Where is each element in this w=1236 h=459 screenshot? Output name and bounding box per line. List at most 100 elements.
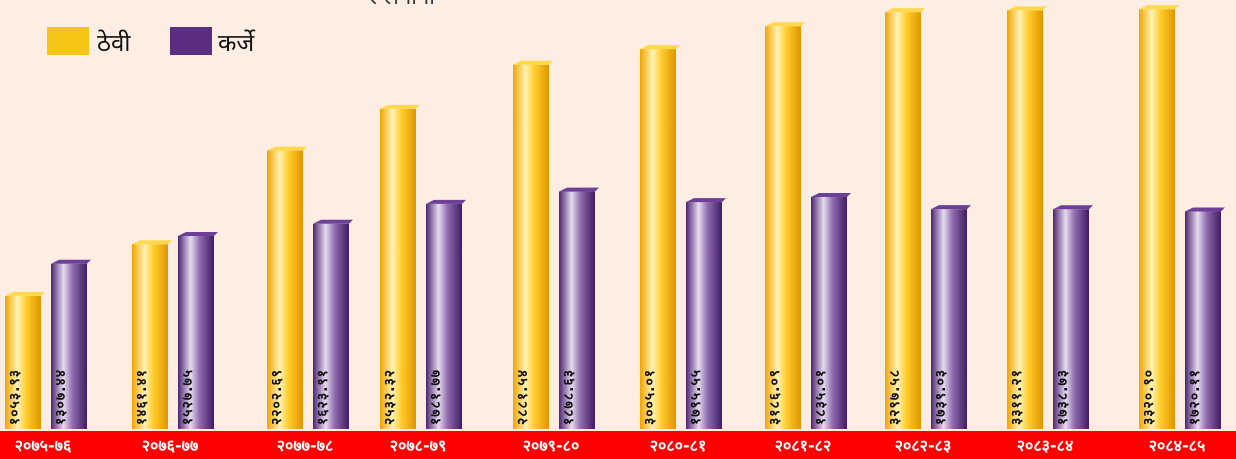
bar-loan-front: [1185, 211, 1221, 429]
bar-loan-top: [559, 187, 599, 192]
bar-loan-top: [1053, 205, 1093, 210]
bar-loan-front: [426, 203, 462, 429]
bar-deposit-10: ३३२०.९०: [1139, 5, 1179, 430]
category-label-9: २०८३-८४: [1017, 436, 1074, 455]
bar-loan-front: [1053, 209, 1089, 429]
value-label-deposit: २८८१.५४: [515, 369, 531, 425]
bar-loan-front: [51, 263, 87, 429]
bar-loan-top: [178, 231, 218, 236]
bar-deposit-9: ३३११.२१: [1007, 6, 1047, 430]
bar-loan-front: [686, 202, 722, 429]
bar-loan-top: [931, 205, 971, 210]
bar-deposit-top: [885, 8, 925, 13]
bar-loan-front: [811, 197, 847, 429]
bar-deposit-top: [765, 22, 805, 27]
bar-deposit-top: [1007, 6, 1047, 11]
bar-deposit-front: [5, 295, 41, 429]
value-label-loan: १७२०.११: [1187, 369, 1203, 425]
value-label-deposit: १४६१.४१: [134, 369, 150, 425]
bar-deposit-front: [1007, 10, 1043, 430]
bar-loan-4: १७८१.७७: [426, 199, 466, 429]
bar-deposit-front: [1139, 9, 1175, 430]
legend-label-deposit: ठेवी: [97, 29, 131, 57]
category-label-1: २०७५-७६: [15, 436, 72, 455]
bar-deposit-front: [765, 26, 801, 429]
bar-deposit-4: २५३२.३२: [380, 104, 420, 429]
category-axis-band: [0, 431, 1236, 459]
value-label-deposit: १०५३.९३: [7, 369, 23, 425]
value-label-loan: १७८१.७७: [428, 369, 444, 425]
value-label-deposit: २२०२.६९: [269, 369, 285, 425]
bar-loan-top: [51, 259, 91, 264]
bar-deposit-top: [5, 291, 45, 296]
bar-deposit-front: [267, 150, 303, 429]
value-label-loan: १८३५.०१: [813, 369, 829, 425]
category-label-7: २०८१-८२: [775, 436, 832, 455]
bar-loan-top: [811, 193, 851, 198]
bar-loan-front: [178, 235, 214, 429]
chart-title: र लगानी: [368, 0, 435, 10]
value-label-loan: १८७८.६३: [561, 369, 577, 425]
category-label-4: २०७८-७९: [390, 436, 447, 455]
bar-loan-10: १७२०.११: [1185, 207, 1225, 429]
bar-deposit-1: १०५३.९३: [5, 291, 45, 429]
bars-group: १०५३.९३ १३०७.४४ १४६१.४१ १५२७.७५ २२०२.६९ १६२३.…: [5, 5, 1225, 430]
bar-loan-5: १८७८.६३: [559, 187, 599, 429]
category-label-6: २०८०-८१: [650, 436, 707, 455]
value-label-deposit: ३३२०.९०: [1141, 369, 1157, 425]
bar-loan-top: [313, 219, 353, 224]
bar-deposit-top: [640, 45, 680, 50]
bar-loan-6: १७९५.५५: [686, 198, 726, 429]
bar-deposit-6: ३००५.०१: [640, 45, 680, 429]
value-label-loan: १५२७.७५: [180, 369, 196, 425]
bar-deposit-5: २८८१.५४: [513, 60, 553, 429]
category-label-3: २०७७-७८: [277, 436, 334, 455]
category-label-2: २०७६-७७: [142, 436, 199, 455]
bar-deposit-front: [640, 49, 676, 429]
category-label-5: २०७९-८०: [523, 436, 580, 455]
category-label-8: २०८२-८३: [895, 436, 952, 455]
value-label-deposit: २५३२.३२: [382, 369, 398, 425]
bar-loan-top: [686, 198, 726, 203]
bar-loan-front: [313, 223, 349, 429]
value-label-deposit: ३१८६.०९: [767, 369, 783, 425]
legend-swatch-deposit: [47, 27, 89, 55]
category-labels: २०७५-७६ २०७६-७७ २०७७-७८ २०७८-७९ २०७९-८० २०८०-…: [15, 436, 1206, 455]
bar-deposit-top: [1139, 5, 1179, 10]
bar-loan-8: १७३९.०३: [931, 205, 971, 429]
legend: ठेवी कर्जे: [47, 27, 256, 57]
bar-deposit-top: [267, 146, 307, 151]
bar-deposit-top: [132, 240, 172, 245]
bar-deposit-3: २२०२.६९: [267, 146, 307, 429]
category-label-10: २०८४-८५: [1149, 436, 1206, 455]
bar-deposit-front: [380, 108, 416, 429]
bar-loan-1: १३०७.४४: [51, 259, 91, 429]
bar-loan-7: १८३५.०१: [811, 193, 851, 429]
legend-swatch-loan: [170, 27, 212, 55]
value-label-deposit: ३००५.०१: [642, 369, 658, 425]
value-label-deposit: ३२९७.५८: [887, 369, 903, 425]
value-label-loan: १६२३.९१: [315, 369, 331, 425]
bar-loan-top: [1185, 207, 1225, 212]
bar-loan-top: [426, 199, 466, 204]
bar-deposit-8: ३२९७.५८: [885, 8, 925, 430]
bar-loan-front: [931, 209, 967, 429]
bar-loan-3: १६२३.९१: [313, 219, 353, 429]
bar-deposit-front: [132, 244, 168, 429]
bar-deposit-front: [885, 12, 921, 430]
legend-label-loan: कर्जे: [218, 29, 256, 57]
value-label-loan: १७३९.०३: [933, 369, 949, 425]
bar-deposit-top: [513, 60, 553, 65]
bar-deposit-2: १४६१.४१: [132, 240, 172, 429]
bar-deposit-top: [380, 104, 420, 109]
bar-loan-9: १७३८.७३: [1053, 205, 1093, 429]
value-label-deposit: ३३११.२१: [1009, 369, 1025, 425]
bar-deposit-7: ३१८६.०९: [765, 22, 805, 429]
bar-loan-2: १५२७.७५: [178, 231, 218, 429]
value-label-loan: १७९५.५५: [688, 369, 704, 425]
bar-loan-front: [559, 191, 595, 429]
bar-deposit-front: [513, 64, 549, 429]
value-label-loan: १३०७.४४: [53, 369, 69, 425]
